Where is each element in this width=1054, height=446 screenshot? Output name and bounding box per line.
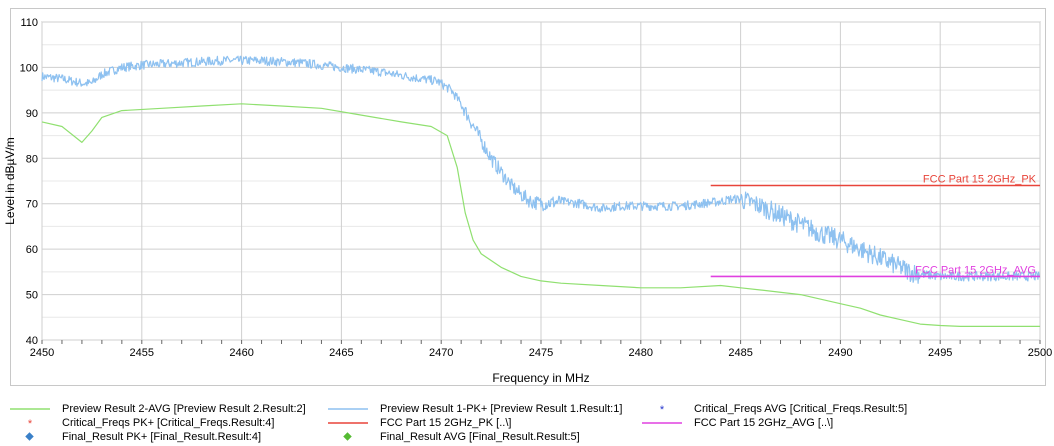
y-axis-label: Level in dBµV/m [3, 137, 17, 225]
x-tick-label: 2475 [529, 347, 553, 359]
y-tick-label: 50 [26, 290, 38, 302]
series-line [41, 55, 1041, 284]
series-line [41, 103, 1040, 327]
legend-symbol [328, 408, 368, 410]
x-axis-label: Frequency in MHz [492, 371, 589, 385]
legend-label: Critical_Freqs PK+ [Critical_Freqs.Resul… [62, 417, 275, 429]
x-tick-label: 2465 [329, 347, 353, 359]
x-tick-label: 2495 [928, 347, 952, 359]
legend-label: Preview Result 2-AVG [Preview Result 2.R… [62, 403, 306, 415]
legend-label: Critical_Freqs AVG [Critical_Freqs.Resul… [694, 403, 908, 415]
legend-symbol [642, 422, 682, 424]
chart-frame [10, 8, 1046, 386]
legend-label: FCC Part 15 2GHz_PK [..\] [380, 417, 512, 429]
legend-symbol: * [28, 418, 33, 430]
grid [41, 21, 1041, 344]
limit-line-label: FCC Part 15 2GHz_PK [923, 174, 1037, 186]
x-tick-label: 2500 [1028, 347, 1052, 359]
x-tick-label: 2450 [30, 347, 54, 359]
legend-symbol [343, 432, 352, 441]
legend-symbol: * [660, 404, 665, 416]
legend: Preview Result 2-AVG [Preview Result 2.R… [0, 400, 1054, 446]
limit-labels: FCC Part 15 2GHz_PK FCC Part 15 2GHz_AVG [915, 174, 1037, 277]
legend-label: Final_Result PK+ [Final_Result.Result:4] [62, 431, 262, 443]
x-tick-label: 2455 [130, 347, 154, 359]
series-group [41, 55, 1041, 327]
legend-symbol [328, 422, 368, 424]
limit-line-label: FCC Part 15 2GHz_AVG [915, 264, 1036, 276]
y-tick-label: 90 [26, 108, 38, 120]
x-tick-label: 2480 [629, 347, 653, 359]
x-tick-label: 2490 [828, 347, 852, 359]
svg-text:*: * [660, 404, 665, 416]
tick-labels: 2450 2455 2460 2465 2470 2475 2480 2485 2490 2495… [20, 17, 1053, 359]
legend-symbol [25, 432, 34, 441]
legend-label: Preview Result 1-PK+ [Preview Result 1.R… [380, 403, 623, 415]
x-tick-label: 2485 [728, 347, 752, 359]
y-tick-label: 40 [26, 335, 38, 347]
legend-label: Final_Result AVG [Final_Result.Result:5] [380, 431, 580, 443]
y-tick-label: 60 [26, 244, 38, 256]
legend-symbol [10, 408, 50, 410]
x-tick-label: 2460 [229, 347, 253, 359]
legend-label: FCC Part 15 2GHz_AVG [..\] [694, 417, 834, 429]
y-tick-label: 70 [26, 199, 38, 211]
y-tick-label: 100 [20, 62, 38, 74]
svg-text:*: * [28, 418, 33, 430]
y-tick-label: 110 [20, 17, 38, 29]
x-tick-label: 2470 [429, 347, 453, 359]
y-tick-label: 80 [26, 153, 38, 165]
